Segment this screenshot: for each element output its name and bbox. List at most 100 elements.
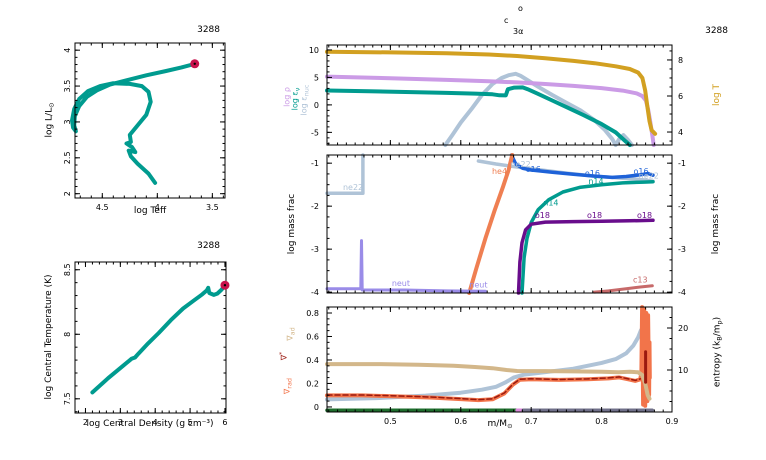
hr-title: 3288: [197, 25, 220, 35]
curve-label-neut: neut: [469, 280, 487, 289]
abund-right-label: log mass frac: [711, 193, 721, 255]
curve-label-n14: n14: [588, 177, 603, 186]
mass-xaxis-label: m/M⊙: [487, 419, 512, 430]
y2-tick-label: 4: [678, 128, 683, 137]
y-tick-label: 8: [63, 332, 72, 337]
series-grad-rad: [325, 305, 652, 408]
abund-left-label: log mass frac: [287, 193, 297, 255]
series-log-eps-nu: [325, 85, 632, 147]
curve-label-o16: o16: [585, 169, 600, 178]
series-o18: [516, 218, 655, 295]
curve-label-o18: o18: [637, 211, 652, 220]
curve-label-ne22: ne22: [639, 172, 659, 181]
epsnuc-main: log ε: [299, 96, 309, 116]
grad-label-gradstar: ∇*: [278, 352, 289, 361]
burn-label-3alpha: 3α: [513, 27, 524, 36]
y-tick-label: 4: [63, 48, 72, 53]
x-tick-label: 4: [155, 203, 160, 212]
curve-label-ne22: ne22: [343, 183, 363, 192]
y-tick-label: -3: [311, 245, 319, 254]
y2-tick-label: -2: [678, 202, 686, 211]
grad-right-label-entropy: entropy (kB/mp): [713, 317, 724, 387]
x-tick-label: 4.5: [96, 203, 109, 212]
curve-label-o16: o16: [633, 167, 648, 176]
curve-label-o16: o16: [526, 165, 541, 174]
y-tick-label: 3: [63, 119, 72, 124]
curve-label-o18: o18: [535, 211, 550, 220]
x-tick-label: 3.5: [206, 203, 219, 212]
nabla-symbol: ∇: [285, 335, 295, 341]
series-grad-ad: [325, 362, 652, 401]
y-tick-label: 7.5: [63, 392, 72, 405]
power-title: 3288: [705, 26, 728, 36]
series-entropy: [325, 328, 643, 402]
entropy-label-part: /m: [712, 324, 723, 337]
y2-tick-label: -4: [678, 288, 686, 297]
axis-box-center: [74, 261, 227, 414]
y-tick-label: 0.8: [306, 309, 319, 318]
y2-tick-label: 8: [678, 56, 683, 65]
mass-label-main: m/M: [487, 419, 508, 429]
y-tick-label: -2: [311, 202, 319, 211]
power-label-logepsnuc: log εnuc: [300, 85, 311, 116]
grad-label-gradrad: ∇rad: [283, 378, 294, 394]
x-tick-label: 0.6: [454, 417, 467, 426]
hr-xaxis-label: log Teff: [133, 206, 167, 216]
nabla-symbol: ∇: [282, 388, 292, 395]
x-tick-label: 2: [83, 418, 88, 427]
series-log-eps-nuc: [443, 71, 634, 147]
gradrad-sub: rad: [285, 377, 294, 389]
center-title: 3288: [197, 241, 220, 251]
y-tick-label: -1: [311, 159, 319, 168]
x-tick-label: 0.9: [666, 417, 679, 426]
axis-box-hr: [74, 42, 226, 199]
sun-symbol: ⊙: [507, 422, 513, 430]
x-tick-label: 3: [118, 418, 123, 427]
x-tick-label: 0.8: [595, 417, 608, 426]
y2-tick-label: -3: [678, 245, 686, 254]
entropy-label-part: ): [712, 316, 723, 321]
burn-label-c: c: [504, 16, 509, 25]
series-ne22-core: [325, 153, 365, 196]
gradstar-sup: *: [277, 351, 286, 355]
y2-tick-label: 20: [678, 324, 688, 333]
series-grad-star: [326, 376, 642, 401]
y2-tick-label: 10: [678, 366, 688, 375]
grad-label-gradad: ∇ad: [286, 327, 297, 340]
y-tick-label: 5: [314, 73, 319, 82]
current-model-marker-center: [193, 62, 196, 66]
series-o16: [509, 153, 655, 180]
x-tick-label: 0.5: [384, 417, 397, 426]
y-tick-label: 10: [309, 46, 319, 55]
entropy-label-part: p: [715, 320, 724, 325]
y-tick-label: 0.2: [306, 379, 319, 388]
axis-box-power: [326, 44, 673, 146]
x-tick-label: 6: [222, 418, 227, 427]
curve-label-ne22: ne22: [511, 160, 531, 169]
y2-tick-label: 6: [678, 92, 683, 101]
entropy-label-part: B: [715, 336, 724, 341]
y-tick-label: -5: [311, 128, 319, 137]
series-he4: [467, 153, 515, 295]
epsnu-main: log ε: [290, 91, 300, 111]
y-tick-label: 0.6: [306, 332, 319, 341]
y-tick-label: 2: [63, 191, 72, 196]
current-model-marker-center: [223, 284, 227, 287]
y-tick-label: 0: [314, 403, 319, 412]
curve-label-he4: he4: [492, 167, 507, 176]
sun-symbol: ⊙: [47, 102, 56, 108]
y-tick-label: 0.4: [306, 356, 319, 365]
x-tick-label: 5: [188, 418, 193, 427]
y-tick-label: 2.5: [63, 151, 72, 164]
curve-label-n14: n14: [543, 199, 558, 208]
burn-label-o: o: [518, 4, 523, 13]
x-tick-label: 0.7: [525, 417, 538, 426]
y-tick-label: -4: [311, 288, 319, 297]
hr-yaxis-label-main: log L/L: [44, 107, 55, 138]
series-neut: [325, 239, 487, 293]
series-n14: [520, 179, 655, 295]
axis-box-abund: [326, 154, 673, 294]
x-tick-label: 4: [153, 418, 158, 427]
